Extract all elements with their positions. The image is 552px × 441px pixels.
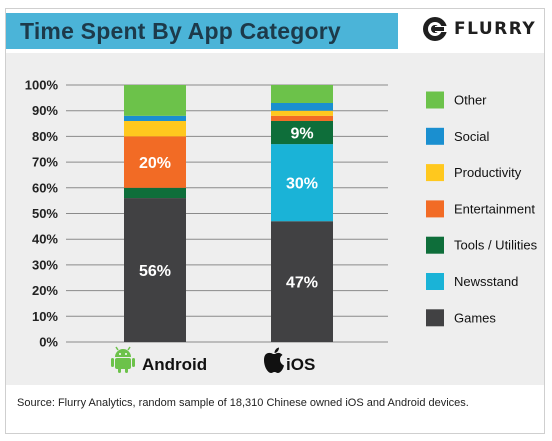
bar-segment (271, 115, 333, 121)
bar-segment (124, 136, 186, 188)
segment-label: 9% (290, 126, 313, 143)
y-tick-label: 90% (32, 103, 58, 118)
legend-swatch (426, 164, 444, 182)
segment-label: 47% (286, 275, 318, 292)
chart-frame: Time Spent By App Category FLURRY 56% 20%… (5, 8, 545, 434)
logo-text: FLURRY (454, 19, 537, 39)
apple-icon (264, 347, 284, 373)
segment-label: 56% (139, 263, 171, 280)
y-tick-label: 50% (32, 206, 58, 221)
legend-label: Entertainment (454, 201, 535, 216)
bar-segment (124, 85, 186, 116)
legend-swatch (426, 273, 444, 290)
bar-segment (124, 187, 186, 199)
bar-segment (271, 110, 333, 116)
legend-swatch (426, 200, 444, 218)
legend-label: Newsstand (454, 274, 518, 289)
legend-label: Productivity (454, 165, 522, 180)
bar-segment (124, 120, 186, 137)
y-tick-label: 0% (39, 335, 58, 350)
y-tick-label: 20% (32, 283, 58, 298)
category-label: iOS (286, 355, 315, 374)
header: Time Spent By App Category FLURRY (6, 9, 544, 49)
legend-label: Games (454, 310, 496, 325)
y-tick-label: 80% (32, 129, 58, 144)
legend-swatch (426, 309, 444, 327)
y-tick-label: 60% (32, 180, 58, 195)
bar-segment (271, 102, 333, 111)
chart-title: Time Spent By App Category (20, 18, 341, 44)
source-note: Source: Flurry Analytics, random sample … (17, 397, 469, 409)
plot-area: 56% 20% 47% 30% 9% 0% 10% 20% 30% 40% 50% 60% 70% 80… (6, 53, 544, 385)
bar-segment (124, 115, 186, 121)
bar-segment (124, 198, 186, 342)
legend-swatch (426, 236, 444, 254)
legend-label: Social (454, 129, 490, 144)
android-icon (111, 346, 135, 373)
y-tick-label: 70% (32, 155, 58, 170)
y-tick-label: 30% (32, 257, 58, 272)
bar-segment (271, 144, 333, 222)
category-label: Android (142, 355, 207, 374)
y-tick-label: 100% (25, 78, 59, 93)
legend-swatch (426, 127, 444, 145)
y-tick-label: 10% (32, 309, 58, 324)
segment-label: 30% (286, 176, 318, 193)
bar-segment (271, 85, 333, 103)
y-tick-label: 40% (32, 232, 58, 247)
legend-label: Other (454, 93, 487, 108)
bar-segment (271, 120, 333, 145)
legend-label: Tools / Utilities (454, 238, 538, 253)
legend-swatch (426, 91, 444, 109)
flurry-logo-icon (423, 17, 448, 41)
chart-svg: 56% 20% 47% 30% 9% 0% 10% 20% 30% 40% 50% 60% 70% 80… (25, 78, 538, 375)
segment-label: 20% (139, 155, 171, 172)
bar-segment (271, 221, 333, 342)
title-bar: Time Spent By App Category (6, 13, 398, 49)
